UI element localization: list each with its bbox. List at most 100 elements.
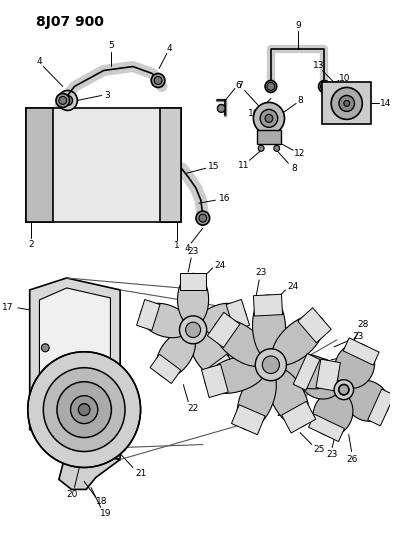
Circle shape <box>199 214 207 222</box>
Polygon shape <box>267 368 309 427</box>
Polygon shape <box>196 303 246 338</box>
Polygon shape <box>293 353 320 390</box>
Text: 23: 23 <box>327 450 338 459</box>
Circle shape <box>28 352 141 467</box>
Text: 20: 20 <box>67 490 78 499</box>
Bar <box>26 108 182 222</box>
Text: 10: 10 <box>248 109 259 118</box>
Ellipse shape <box>265 80 277 92</box>
Polygon shape <box>156 331 195 377</box>
Polygon shape <box>282 401 316 433</box>
Circle shape <box>71 395 98 424</box>
Text: 5: 5 <box>108 41 114 50</box>
Text: 21: 21 <box>135 469 146 478</box>
Text: 1: 1 <box>174 240 180 249</box>
Text: 8: 8 <box>291 164 297 173</box>
Circle shape <box>338 384 349 395</box>
Bar <box>322 83 371 124</box>
Text: 3: 3 <box>105 91 110 100</box>
Ellipse shape <box>319 80 330 92</box>
Text: 15: 15 <box>208 161 219 171</box>
Polygon shape <box>343 338 379 365</box>
Text: 18: 18 <box>96 497 107 506</box>
Bar <box>257 131 281 144</box>
Text: 17: 17 <box>2 303 13 312</box>
Text: 9: 9 <box>295 21 301 30</box>
Circle shape <box>43 368 125 451</box>
Circle shape <box>267 83 275 91</box>
Polygon shape <box>316 359 340 391</box>
Text: 23: 23 <box>255 269 267 278</box>
Circle shape <box>58 91 77 110</box>
Circle shape <box>334 379 354 400</box>
Polygon shape <box>272 315 324 365</box>
Circle shape <box>41 344 49 352</box>
Polygon shape <box>335 343 375 388</box>
Circle shape <box>274 146 280 151</box>
Circle shape <box>262 356 279 374</box>
Polygon shape <box>137 300 160 330</box>
Circle shape <box>258 146 264 151</box>
Text: 19: 19 <box>100 509 111 518</box>
Polygon shape <box>298 308 331 343</box>
Polygon shape <box>299 358 342 399</box>
Text: 4: 4 <box>167 44 173 53</box>
Polygon shape <box>205 354 236 384</box>
Polygon shape <box>202 364 228 398</box>
Circle shape <box>339 385 349 394</box>
Circle shape <box>78 403 90 416</box>
Text: 26: 26 <box>346 455 357 464</box>
Circle shape <box>344 100 350 107</box>
Bar <box>26 108 53 222</box>
Polygon shape <box>309 414 344 441</box>
Circle shape <box>339 95 354 111</box>
Text: 28: 28 <box>358 320 369 329</box>
Text: 4: 4 <box>184 244 190 253</box>
Polygon shape <box>140 303 190 338</box>
Circle shape <box>217 104 225 112</box>
Text: 16: 16 <box>219 193 231 203</box>
Circle shape <box>320 83 328 91</box>
Polygon shape <box>191 331 230 377</box>
Polygon shape <box>59 449 120 489</box>
Text: 14: 14 <box>380 99 391 108</box>
Circle shape <box>255 349 286 381</box>
Circle shape <box>180 316 207 344</box>
Text: 24: 24 <box>215 261 226 270</box>
Text: 2: 2 <box>28 239 33 248</box>
Text: 8J07 900: 8J07 900 <box>35 15 103 29</box>
Text: 6: 6 <box>235 81 241 90</box>
Circle shape <box>185 322 200 337</box>
Polygon shape <box>205 356 267 393</box>
Circle shape <box>59 96 67 104</box>
Ellipse shape <box>196 211 209 225</box>
Polygon shape <box>345 380 389 421</box>
Text: 7: 7 <box>237 81 242 90</box>
Circle shape <box>57 382 111 438</box>
Polygon shape <box>150 354 181 384</box>
Text: 24: 24 <box>288 282 299 292</box>
Ellipse shape <box>56 93 70 108</box>
Text: 27: 27 <box>276 409 287 418</box>
Circle shape <box>154 77 162 84</box>
Polygon shape <box>178 273 209 326</box>
Polygon shape <box>39 288 110 445</box>
Polygon shape <box>231 405 265 435</box>
Polygon shape <box>208 312 240 348</box>
Circle shape <box>63 95 72 106</box>
Text: 23: 23 <box>187 247 199 255</box>
Polygon shape <box>275 353 338 389</box>
Polygon shape <box>226 300 250 330</box>
Text: 4: 4 <box>37 57 42 66</box>
Polygon shape <box>30 278 120 459</box>
Polygon shape <box>253 294 283 316</box>
Circle shape <box>260 109 278 127</box>
Ellipse shape <box>151 74 165 87</box>
Text: 8: 8 <box>297 96 303 105</box>
Polygon shape <box>214 319 269 366</box>
Circle shape <box>331 87 362 119</box>
Text: 24: 24 <box>349 352 360 361</box>
Text: 25: 25 <box>314 445 325 454</box>
Text: 23: 23 <box>353 332 364 341</box>
Circle shape <box>253 102 285 134</box>
